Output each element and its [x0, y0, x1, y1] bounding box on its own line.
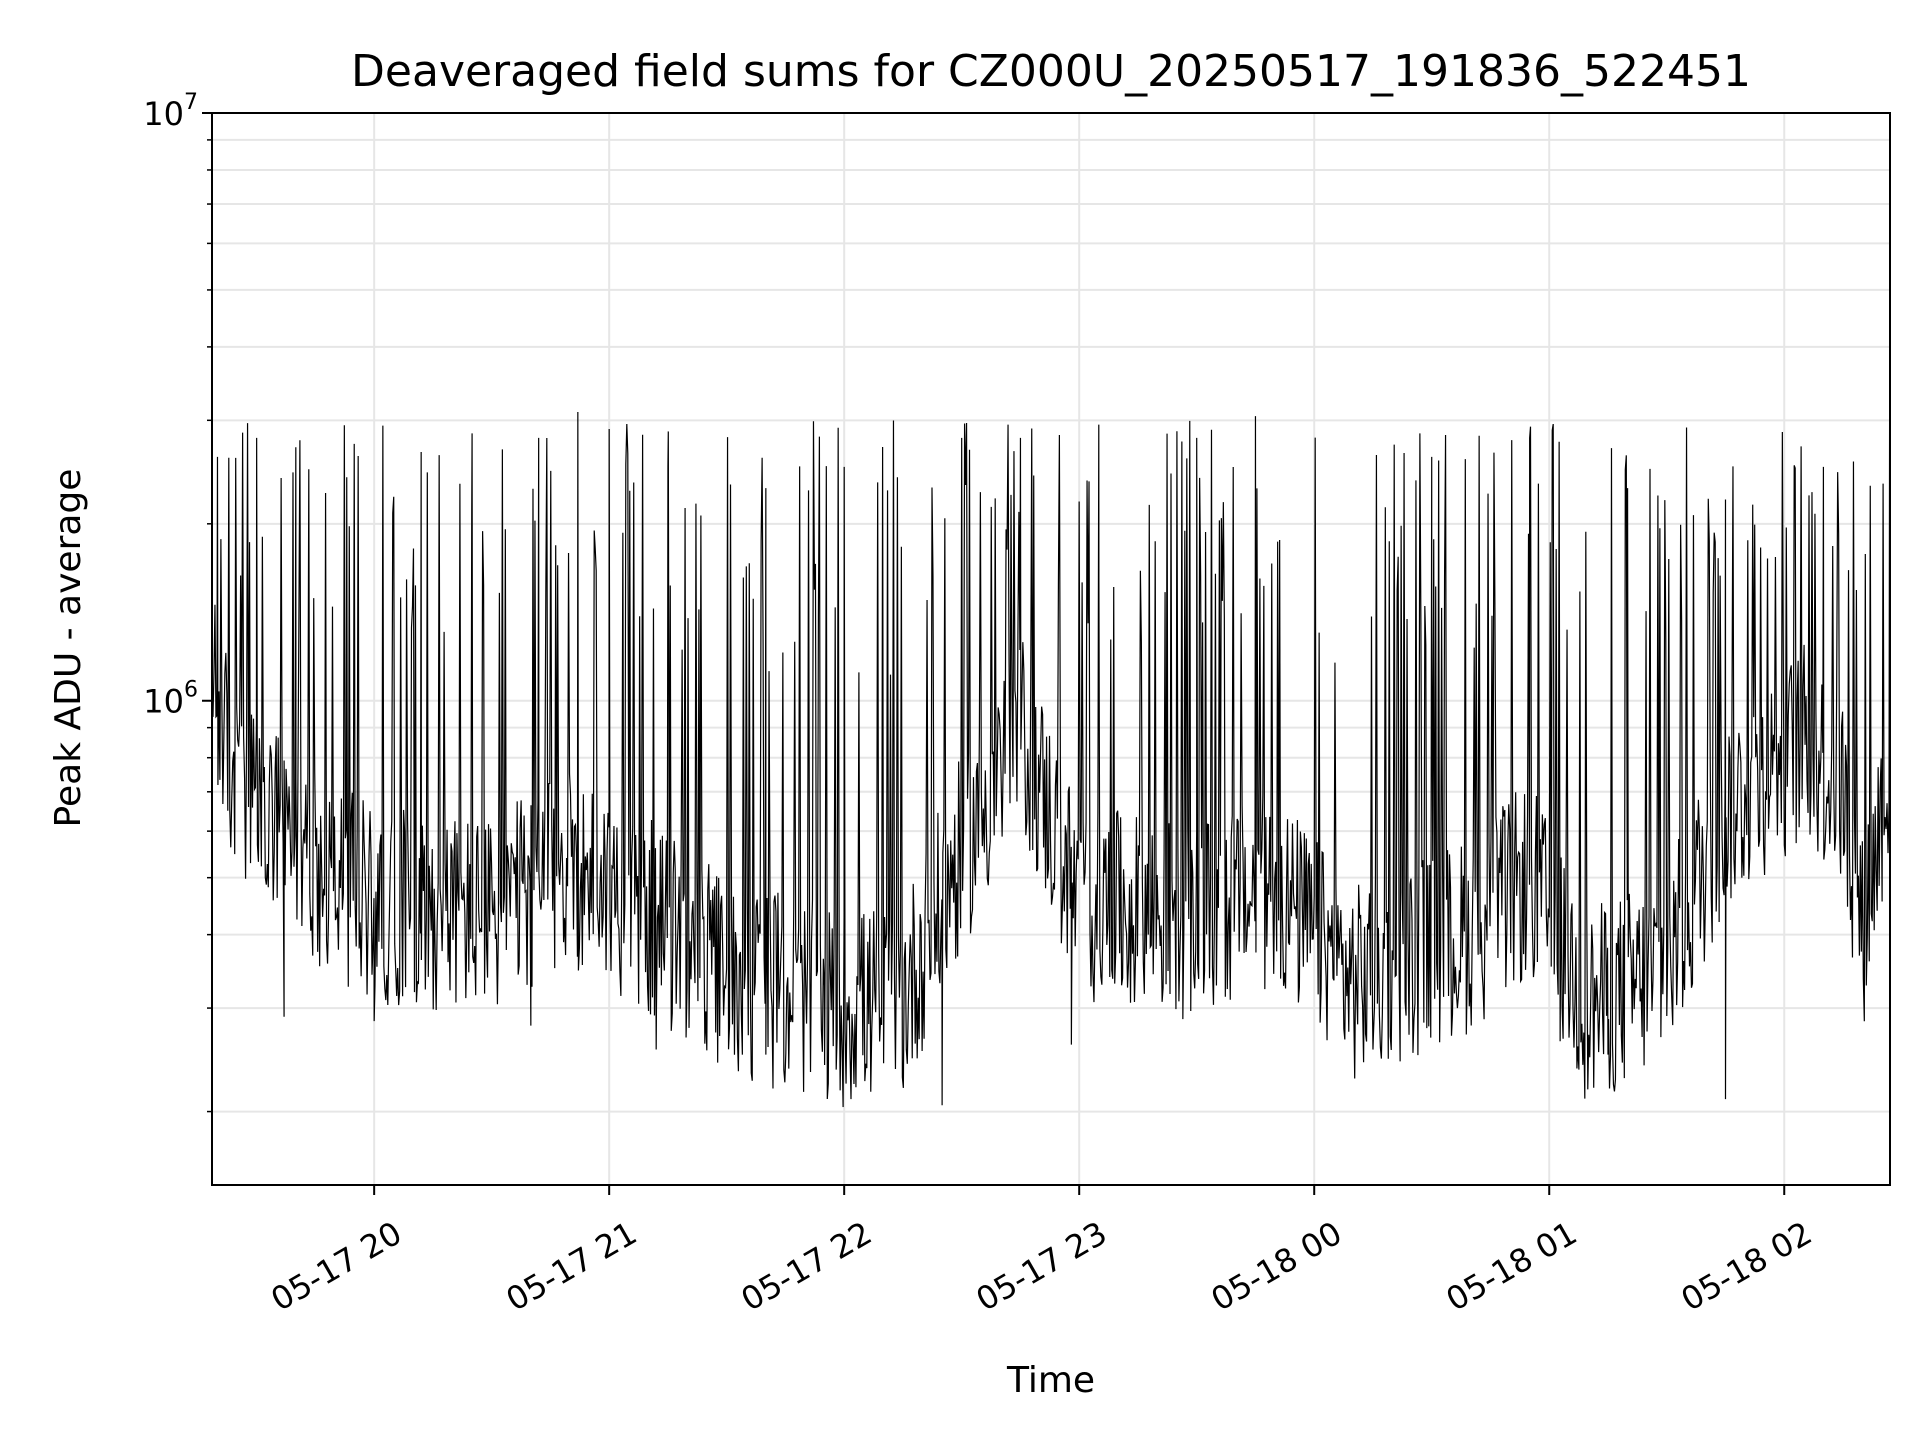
y-tick-label: 107 — [143, 90, 198, 133]
plot-frame — [211, 112, 1891, 1186]
chart-title: Deaveraged field sums for CZ000U_2025051… — [351, 46, 1751, 97]
data-series-line — [211, 154, 1891, 1108]
y-axis-label: Peak ADU - average — [48, 469, 89, 828]
series-layer — [211, 154, 1891, 1108]
y-tick-label: 106 — [143, 678, 198, 721]
x-axis-label: Time — [1006, 1360, 1095, 1401]
